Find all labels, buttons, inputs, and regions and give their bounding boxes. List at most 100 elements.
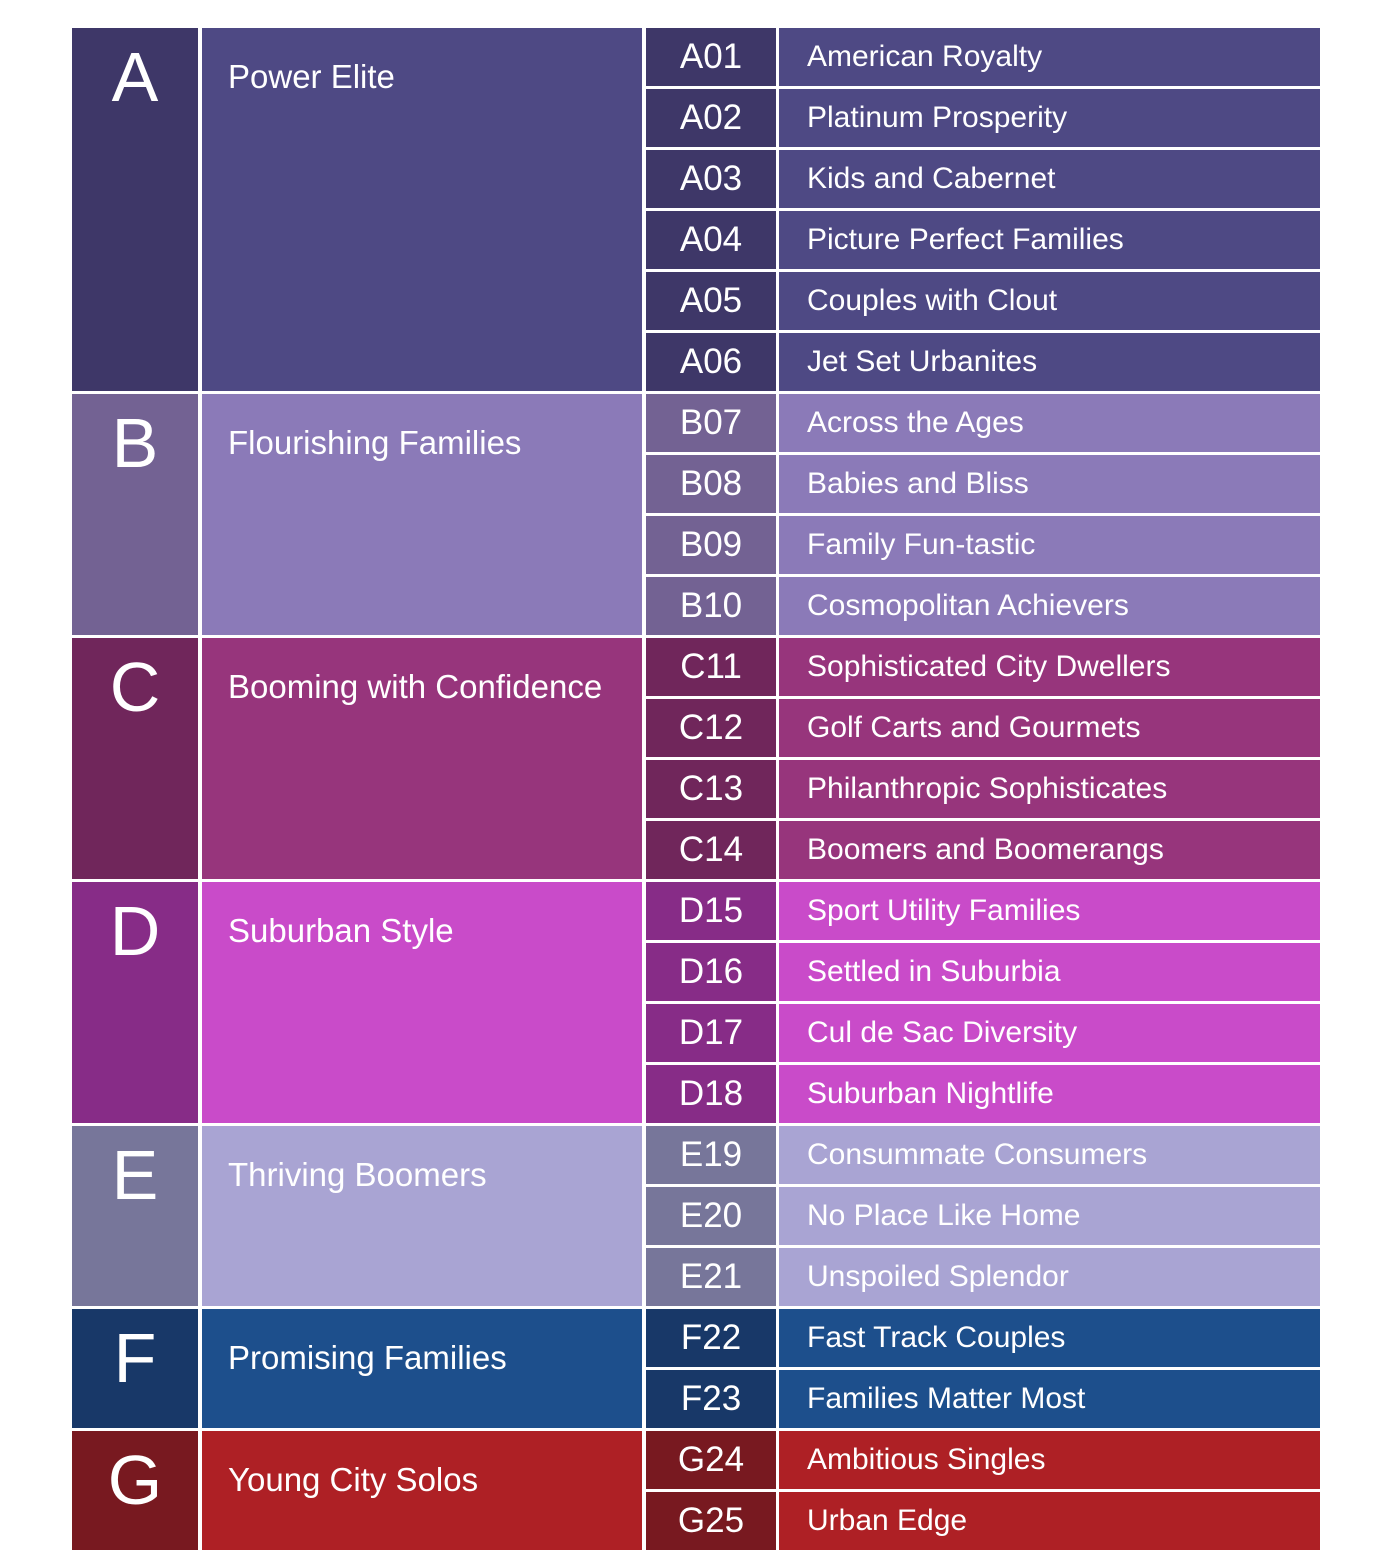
segment-name: Urban Edge	[779, 1492, 1320, 1550]
group-letter: F	[72, 1309, 198, 1428]
segment-name: Family Fun-tastic	[779, 516, 1320, 574]
segment-code: A02	[646, 89, 776, 147]
segment-row: G25 Urban Edge	[646, 1492, 1320, 1550]
segment-row: A05 Couples with Clout	[646, 272, 1320, 330]
segment-name: American Royalty	[779, 28, 1320, 86]
segment-code: E21	[646, 1248, 776, 1306]
segment-name: Sport Utility Families	[779, 882, 1320, 940]
segment-table: A Power Elite A01 American Royalty A02 Platin…	[72, 28, 1320, 1553]
segment-code: E19	[646, 1126, 776, 1184]
segment-row: B07 Across the Ages	[646, 394, 1320, 452]
segment-code: D16	[646, 943, 776, 1001]
segment-code: E20	[646, 1187, 776, 1245]
segment-row: B08 Babies and Bliss	[646, 455, 1320, 513]
segment-code: C11	[646, 638, 776, 696]
segment-list: E19 Consummate Consumers E20 No Place Like …	[646, 1126, 1320, 1306]
segment-name: Sophisticated City Dwellers	[779, 638, 1320, 696]
segment-row: G24 Ambitious Singles	[646, 1431, 1320, 1489]
segment-name: Ambitious Singles	[779, 1431, 1320, 1489]
group-letter: C	[72, 638, 198, 879]
group-name: Power Elite	[202, 28, 642, 391]
segment-code: F22	[646, 1309, 776, 1367]
segment-row: A01 American Royalty	[646, 28, 1320, 86]
segment-list: A01 American Royalty A02 Platinum Prosperit…	[646, 28, 1320, 391]
segment-code: D15	[646, 882, 776, 940]
segment-row: B10 Cosmopolitan Achievers	[646, 577, 1320, 635]
segment-code: A01	[646, 28, 776, 86]
segment-name: Families Matter Most	[779, 1370, 1320, 1428]
segment-code: D17	[646, 1004, 776, 1062]
group-letter: D	[72, 882, 198, 1123]
segment-name: Suburban Nightlife	[779, 1065, 1320, 1123]
segment-name: Cul de Sac Diversity	[779, 1004, 1320, 1062]
group-name: Promising Families	[202, 1309, 642, 1428]
segment-row: E21 Unspoiled Splendor	[646, 1248, 1320, 1306]
segment-code: A06	[646, 333, 776, 391]
group-g: G Young City Solos G24 Ambitious Singles G25…	[72, 1431, 1320, 1550]
segment-name: Picture Perfect Families	[779, 211, 1320, 269]
group-name: Young City Solos	[202, 1431, 642, 1550]
group-f: F Promising Families F22 Fast Track Couples…	[72, 1309, 1320, 1428]
segment-row: D17 Cul de Sac Diversity	[646, 1004, 1320, 1062]
segment-code: G24	[646, 1431, 776, 1489]
segment-code: C14	[646, 821, 776, 879]
segment-row: B09 Family Fun-tastic	[646, 516, 1320, 574]
segment-row: D18 Suburban Nightlife	[646, 1065, 1320, 1123]
segment-row: E19 Consummate Consumers	[646, 1126, 1320, 1184]
group-name: Booming with Confidence	[202, 638, 642, 879]
segment-name: Consummate Consumers	[779, 1126, 1320, 1184]
segment-name: Unspoiled Splendor	[779, 1248, 1320, 1306]
segment-name: No Place Like Home	[779, 1187, 1320, 1245]
segment-row: F22 Fast Track Couples	[646, 1309, 1320, 1367]
segment-name: Philanthropic Sophisticates	[779, 760, 1320, 818]
segment-code: B08	[646, 455, 776, 513]
segment-code: F23	[646, 1370, 776, 1428]
segment-code: D18	[646, 1065, 776, 1123]
segment-row: E20 No Place Like Home	[646, 1187, 1320, 1245]
group-letter: B	[72, 394, 198, 635]
group-name: Suburban Style	[202, 882, 642, 1123]
group-b: B Flourishing Families B07 Across the Ages B…	[72, 394, 1320, 635]
segment-row: A02 Platinum Prosperity	[646, 89, 1320, 147]
segment-code: C12	[646, 699, 776, 757]
segment-list: G24 Ambitious Singles G25 Urban Edge	[646, 1431, 1320, 1550]
segment-row: D15 Sport Utility Families	[646, 882, 1320, 940]
segment-code: B07	[646, 394, 776, 452]
segment-name: Boomers and Boomerangs	[779, 821, 1320, 879]
group-d: D Suburban Style D15 Sport Utility Families…	[72, 882, 1320, 1123]
segment-code: A05	[646, 272, 776, 330]
group-name: Thriving Boomers	[202, 1126, 642, 1306]
segment-row: C13 Philanthropic Sophisticates	[646, 760, 1320, 818]
segment-code: B10	[646, 577, 776, 635]
segment-row: C12 Golf Carts and Gourmets	[646, 699, 1320, 757]
group-c: C Booming with Confidence C11 Sophisticated…	[72, 638, 1320, 879]
group-letter: E	[72, 1126, 198, 1306]
segment-name: Across the Ages	[779, 394, 1320, 452]
segment-name: Babies and Bliss	[779, 455, 1320, 513]
segment-name: Platinum Prosperity	[779, 89, 1320, 147]
segment-code: G25	[646, 1492, 776, 1550]
segment-code: A04	[646, 211, 776, 269]
segment-list: F22 Fast Track Couples F23 Families Matter …	[646, 1309, 1320, 1428]
segment-name: Cosmopolitan Achievers	[779, 577, 1320, 635]
segment-name: Jet Set Urbanites	[779, 333, 1320, 391]
segment-row: D16 Settled in Suburbia	[646, 943, 1320, 1001]
segment-code: C13	[646, 760, 776, 818]
segment-row: A03 Kids and Cabernet	[646, 150, 1320, 208]
segment-list: D15 Sport Utility Families D16 Settled in S…	[646, 882, 1320, 1123]
segment-row: F23 Families Matter Most	[646, 1370, 1320, 1428]
segment-row: C14 Boomers and Boomerangs	[646, 821, 1320, 879]
segment-name: Kids and Cabernet	[779, 150, 1320, 208]
group-letter: A	[72, 28, 198, 391]
segment-code: A03	[646, 150, 776, 208]
segment-list: C11 Sophisticated City Dwellers C12 Golf Ca…	[646, 638, 1320, 879]
segment-name: Fast Track Couples	[779, 1309, 1320, 1367]
segment-row: C11 Sophisticated City Dwellers	[646, 638, 1320, 696]
group-a: A Power Elite A01 American Royalty A02 Platin…	[72, 28, 1320, 391]
segment-row: A04 Picture Perfect Families	[646, 211, 1320, 269]
group-e: E Thriving Boomers E19 Consummate Consumers…	[72, 1126, 1320, 1306]
segment-list: B07 Across the Ages B08 Babies and Bliss B09…	[646, 394, 1320, 635]
segment-name: Couples with Clout	[779, 272, 1320, 330]
segment-row: A06 Jet Set Urbanites	[646, 333, 1320, 391]
segment-name: Golf Carts and Gourmets	[779, 699, 1320, 757]
